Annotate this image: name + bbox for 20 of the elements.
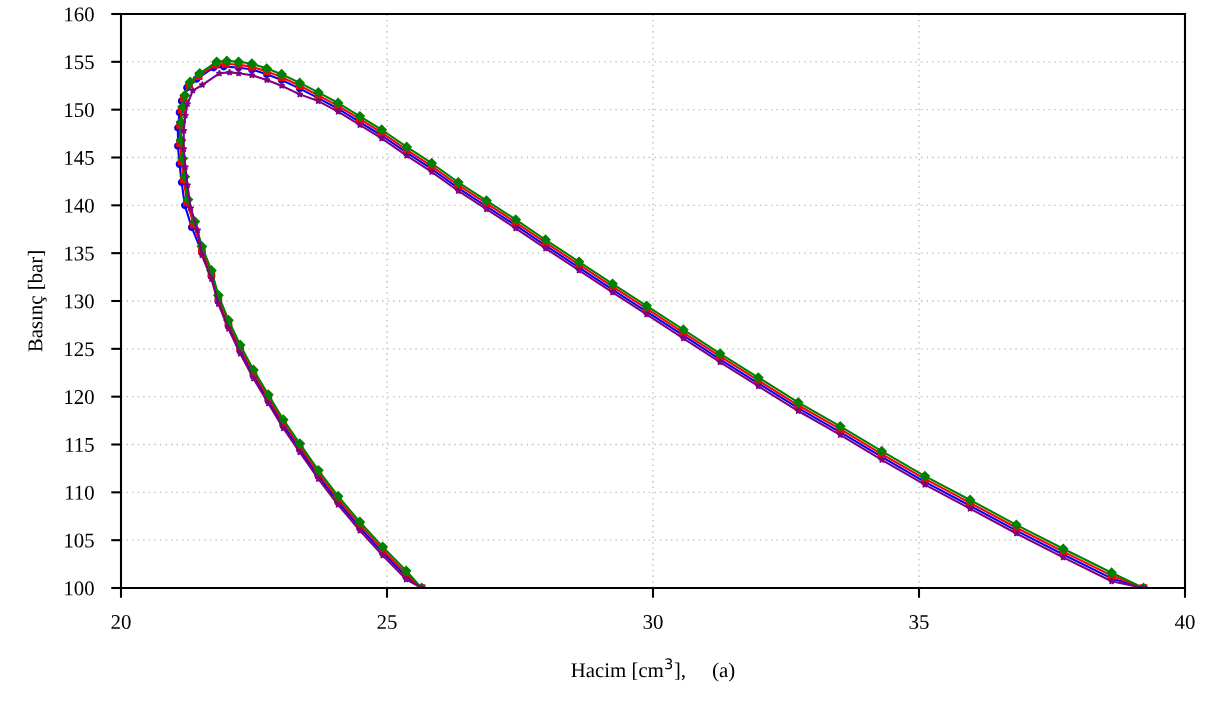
y-tick-label: 125	[65, 342, 94, 357]
y-tick-label: 150	[65, 103, 94, 118]
x-tick-label: 40	[1174, 614, 1195, 630]
x-axis-title: Hacim [cm$^{3}$], (a)	[571, 658, 735, 682]
y-tick-label: 100	[65, 581, 94, 596]
y-axis-title: Basınç [bar]	[27, 251, 47, 352]
y-tick-label: 105	[65, 533, 94, 548]
y-tick-label: 135	[65, 246, 94, 261]
x-tick-label: 30	[643, 614, 663, 630]
y-tick-label: 145	[65, 150, 94, 165]
y-tick-label: 115	[65, 437, 94, 452]
y-tick-label: 160	[65, 7, 94, 22]
x-tick-label: 25	[377, 615, 397, 630]
y-tick-label: 120	[65, 390, 94, 405]
y-tick-label: 130	[65, 294, 94, 309]
y-tick-label: 155	[65, 55, 94, 70]
x-tick-label: 35	[909, 615, 929, 630]
y-tick-label: 110	[65, 485, 94, 500]
x-tick-label: 20	[111, 614, 131, 630]
y-tick-label: 140	[65, 198, 94, 213]
